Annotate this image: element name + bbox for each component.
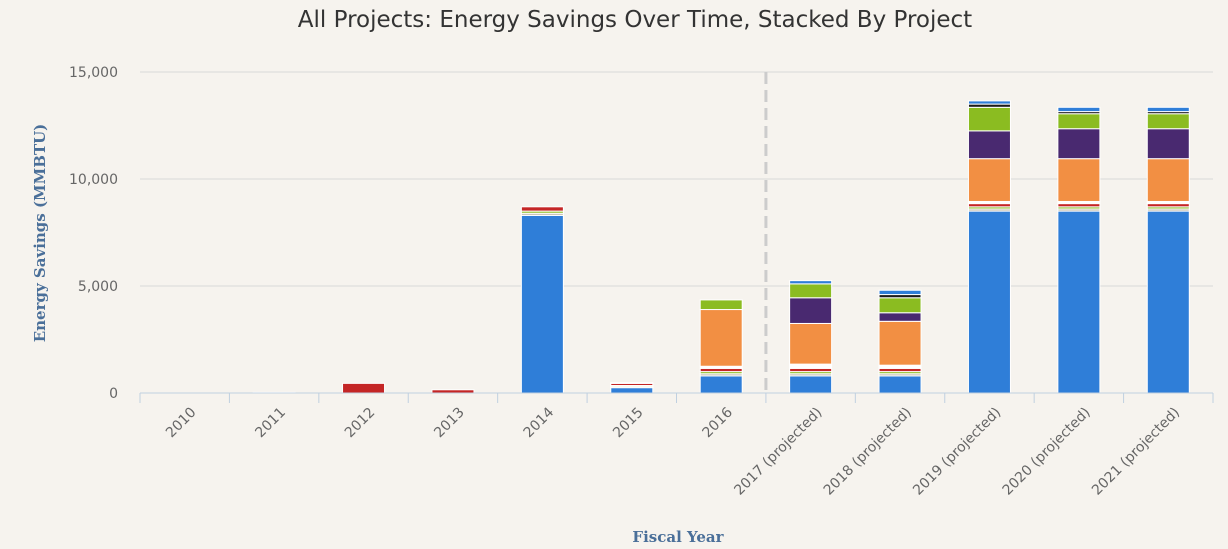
x-tick-label: 2020 (projected) <box>1000 405 1094 499</box>
bar-segment <box>878 375 922 394</box>
bar-segment <box>967 100 1011 105</box>
bar-segment <box>699 375 743 394</box>
bar-segment <box>789 283 833 299</box>
x-tick-label: 2014 <box>521 404 558 441</box>
bar-segment <box>967 130 1011 160</box>
bar-segment <box>699 299 743 311</box>
x-tick-label: 2013 <box>431 405 468 442</box>
bar-segment <box>1146 128 1190 160</box>
x-tick-label: 2018 (projected) <box>821 405 915 499</box>
x-tick-label: 2019 (projected) <box>910 405 1004 499</box>
bar-segment <box>878 289 922 296</box>
bar-segment <box>699 309 743 367</box>
bar-segment <box>520 206 564 212</box>
bar-segment <box>967 106 1011 132</box>
bar-segment <box>789 363 833 369</box>
bars <box>252 100 1190 394</box>
gridlines <box>140 71 1213 287</box>
x-tick-label: 2017 (projected) <box>731 405 825 499</box>
bar-segment <box>967 210 1011 394</box>
bar-segment <box>1057 210 1101 394</box>
bar-segment <box>342 382 386 394</box>
bar-segment <box>789 297 833 324</box>
bar-segment <box>520 214 564 394</box>
y-tick-label: 5,000 <box>78 279 118 295</box>
x-tick-label: 2016 <box>700 404 737 441</box>
x-tick-label: 2012 <box>342 405 379 442</box>
bar-segment <box>789 375 833 394</box>
y-tick-label: 10,000 <box>69 172 118 188</box>
chart-title: All Projects: Energy Savings Over Time, … <box>298 7 972 33</box>
x-axis <box>139 392 1214 403</box>
bar-segment <box>967 158 1011 202</box>
bar-segment <box>789 322 833 365</box>
y-tick-label: 0 <box>109 386 118 402</box>
bar-segment <box>1146 158 1190 202</box>
bar-segment <box>878 320 922 366</box>
bar-segment <box>878 312 922 322</box>
x-tick-label: 2011 <box>252 405 289 442</box>
y-tick-label: 15,000 <box>69 65 118 81</box>
bar-segment <box>1146 113 1190 130</box>
x-tick-label: 2010 <box>163 405 200 442</box>
bar-segment <box>1146 210 1190 394</box>
bar-segment <box>1057 128 1101 160</box>
y-axis-ticks: 0 5,000 10,000 15,000 <box>69 65 118 402</box>
x-tick-label: 2021 (projected) <box>1089 405 1183 499</box>
bar-segment <box>1057 158 1101 202</box>
bar-segment <box>610 387 654 394</box>
bar-segment <box>1057 106 1101 113</box>
bar-segment <box>789 280 833 285</box>
bar-segment <box>1146 106 1190 113</box>
bar-segment <box>1057 113 1101 130</box>
x-tick-label: 2015 <box>610 405 647 442</box>
bar-segment <box>610 382 654 384</box>
x-axis-title: Fiscal Year <box>632 528 724 546</box>
bar-segment <box>878 297 922 314</box>
y-axis-title: Energy Savings (MMBTU) <box>31 124 49 343</box>
